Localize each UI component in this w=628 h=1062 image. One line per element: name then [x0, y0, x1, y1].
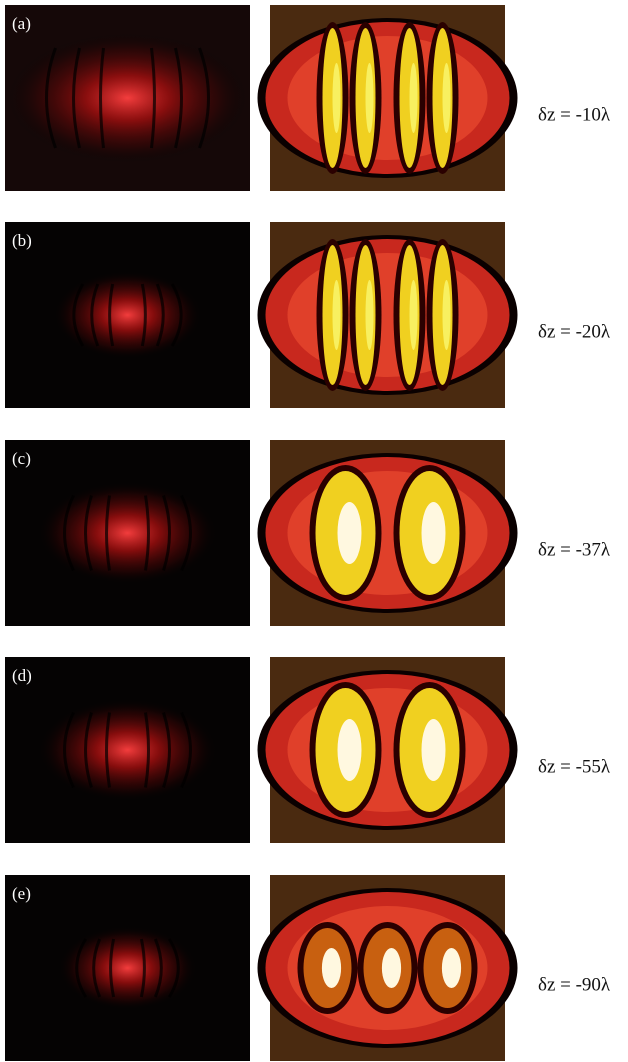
caption: δz = -20λ: [538, 321, 611, 342]
panel-label: (d): [12, 666, 32, 685]
sim-lobe-core: [410, 280, 418, 350]
sim-lobe-core: [338, 719, 362, 781]
intensity-glow: [58, 926, 197, 1010]
panel-label: (e): [12, 884, 31, 903]
intensity-glow: [8, 33, 248, 163]
panel-label: (b): [12, 231, 32, 250]
caption: δz = -55λ: [538, 756, 611, 777]
sim-lobe-core: [338, 502, 362, 564]
panel-row: (d) δz = -55λ: [5, 657, 611, 843]
figure: (a) δz = -10λ (b) δz = -20λ (c) δz = -37λ (d) δ…: [0, 0, 628, 1062]
panel-row: (e) δz = -90λ: [5, 875, 611, 1061]
panel-row: (c) δz = -37λ: [5, 440, 611, 626]
sim-lobe-core: [422, 719, 446, 781]
sim-lobe-core: [333, 63, 341, 133]
panel-label: (c): [12, 449, 31, 468]
sim-lobe-core: [442, 948, 461, 988]
sim-lobe-core: [366, 280, 374, 350]
panel-row: (b) δz = -20λ: [5, 222, 611, 408]
page: (a) δz = -10λ (b) δz = -20λ (c) δz = -37λ (d) δ…: [0, 0, 628, 1062]
sim-lobe-core: [366, 63, 374, 133]
sim-lobe-core: [443, 280, 451, 350]
intensity-glow: [53, 271, 202, 359]
panel-row: (a) δz = -10λ: [5, 5, 611, 191]
caption: δz = -90λ: [538, 974, 611, 995]
sim-lobe-core: [382, 948, 401, 988]
sim-lobe-core: [422, 502, 446, 564]
sim-lobe-core: [333, 280, 341, 350]
sim-lobe-core: [410, 63, 418, 133]
caption: δz = -10λ: [538, 104, 611, 125]
sim-lobe-core: [443, 63, 451, 133]
caption: δz = -37λ: [538, 539, 611, 560]
panel-label: (a): [12, 14, 31, 33]
sim-lobe-core: [322, 948, 341, 988]
